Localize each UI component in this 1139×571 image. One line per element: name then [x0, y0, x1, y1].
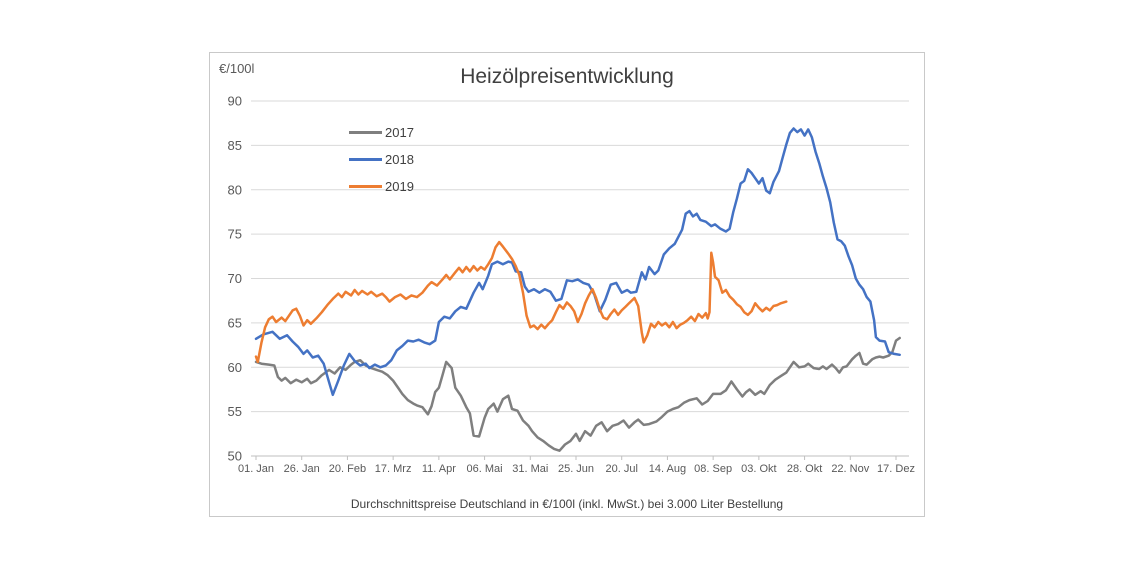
x-tick-label: 26. Jan: [284, 463, 320, 475]
legend-item-2017: 2017: [349, 119, 414, 146]
x-tick-label: 06. Mai: [467, 463, 503, 475]
x-axis-ticks: [255, 456, 897, 460]
chart-title: Heizölpreisentwicklung: [460, 65, 674, 88]
chart-panel: €/100l Heizölpreisentwicklung 50 55 60 65 70…: [209, 52, 925, 517]
y-tick-label: 90: [228, 94, 242, 109]
legend-swatch-2017: [349, 131, 382, 134]
legend-item-2019: 2019: [349, 173, 414, 200]
y-tick-label: 55: [228, 404, 242, 419]
series-line-2018: [254, 127, 901, 397]
x-tick-label: 17. Mrz: [375, 463, 412, 475]
legend-item-2018: 2018: [349, 146, 414, 173]
x-tick-label: 28. Okt: [787, 463, 822, 475]
y-tick-label: 80: [228, 182, 242, 197]
legend-swatch-2018: [349, 158, 382, 161]
y-tick-label: 60: [228, 360, 242, 375]
legend-label: 2019: [385, 179, 414, 194]
chart-legend: 2017 2018 2019: [349, 119, 414, 200]
x-tick-label: 20. Jul: [606, 463, 638, 475]
x-tick-label: 17. Dez: [877, 463, 915, 475]
line-chart-plot: 50 55 60 65 70 75 80 85 90 01. Jan 26. Jan 20. Feb 1…: [228, 94, 915, 476]
y-tick-label: 65: [228, 315, 242, 330]
y-tick-label: 70: [228, 271, 242, 286]
series-line-2019: [254, 240, 788, 364]
legend-label: 2017: [385, 125, 414, 140]
series-line-2017: [254, 336, 901, 452]
x-axis-labels: 01. Jan 26. Jan 20. Feb 17. Mrz 11. Apr 06. M…: [238, 463, 915, 475]
y-axis-unit-label: €/100l: [219, 61, 255, 76]
chart-caption: Durchschnittspreise Deutschland in €/100…: [350, 497, 784, 511]
x-tick-label: 11. Apr: [422, 463, 456, 475]
legend-label: 2018: [385, 152, 414, 167]
y-tick-label: 50: [228, 449, 242, 464]
legend-swatch-2019: [349, 185, 382, 188]
x-tick-label: 03. Okt: [741, 463, 776, 475]
x-tick-label: 01. Jan: [238, 463, 274, 475]
y-axis-labels: 50 55 60 65 70 75 80 85 90: [228, 94, 242, 464]
x-tick-label: 25. Jun: [558, 463, 594, 475]
x-tick-label: 20. Feb: [329, 463, 366, 475]
y-tick-label: 75: [228, 227, 242, 242]
x-tick-label: 14. Aug: [649, 463, 686, 475]
y-tick-label: 85: [228, 138, 242, 153]
x-tick-label: 22. Nov: [831, 463, 869, 475]
x-tick-label: 31. Mai: [512, 463, 548, 475]
x-tick-label: 08. Sep: [694, 463, 732, 475]
